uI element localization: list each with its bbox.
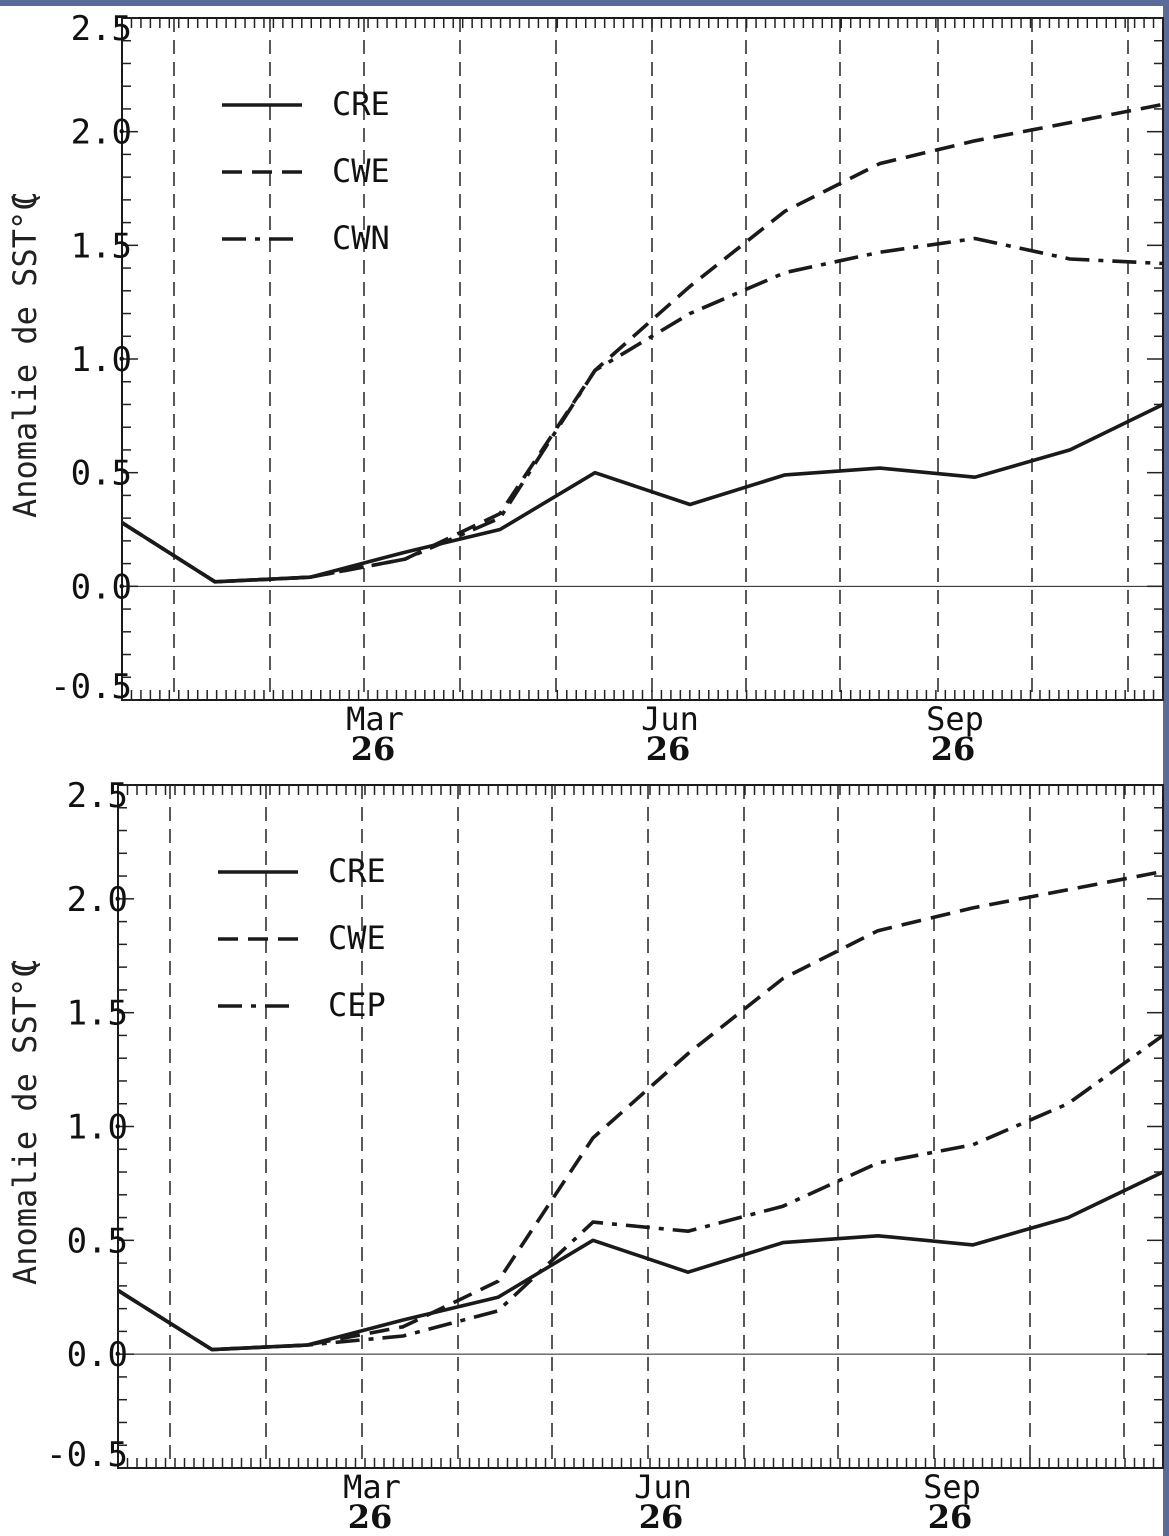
x-tick-label-month: Sep [923, 1468, 981, 1506]
series-line-cwe [117, 869, 1164, 1352]
y-axis-title: Anomalie de SST ( [6, 957, 44, 1285]
x-tick-label-month: Mar [343, 1468, 401, 1506]
x-tick-label-month: Jun [641, 700, 699, 738]
series-line-cep [117, 1033, 1165, 1352]
y-tick-label: 1.0 [67, 1108, 128, 1148]
y-tick-label: 0.5 [67, 1221, 128, 1261]
x-tick-label-month: Jun [634, 1468, 692, 1506]
chart-panel-1: 2.52.01.51.00.50.0-0.5Mar26Jun26Sep26Ano… [6, 9, 1164, 768]
series-line-cwn [121, 236, 1164, 584]
y-tick-label: 2.5 [67, 776, 128, 816]
y-tick-label: 0.0 [67, 1335, 128, 1375]
x-tick-label-year: 26 [351, 730, 396, 768]
y-tick-label: 1.0 [71, 340, 132, 380]
y-tick-label: -0.5 [50, 667, 132, 707]
y-tick-label: 2.0 [67, 880, 128, 920]
legend-label-cwn: CWN [332, 219, 390, 257]
top-border-decoration [0, 0, 1169, 6]
legend-label-cep: CEP [328, 986, 386, 1024]
chart-panel-2: 2.52.01.51.00.50.0-0.5Mar26Jun26Sep26Ano… [6, 776, 1165, 1536]
y-tick-label: -0.5 [46, 1435, 128, 1475]
series-line-cre [117, 1170, 1164, 1352]
y-tick-label: 0.0 [71, 567, 132, 607]
legend-label-cwe: CWE [328, 919, 386, 957]
series-line-cre [121, 402, 1164, 584]
legend-label-cwe: CWE [332, 152, 390, 190]
x-tick-label-year: 26 [928, 1498, 973, 1536]
series-line-cwe [121, 102, 1164, 584]
x-tick-label-year: 26 [348, 1498, 393, 1536]
legend-label-cre: CRE [328, 852, 386, 890]
y-tick-label: 0.5 [71, 454, 132, 494]
y-axis-title-unit: °C [6, 191, 44, 230]
y-tick-label: 2.5 [71, 9, 132, 49]
x-tick-label-month: Mar [346, 700, 404, 738]
plot-frame [121, 17, 1164, 701]
y-axis-title: Anomalie de SST ( [6, 190, 44, 518]
x-tick-label-year: 26 [931, 730, 976, 768]
x-tick-label-month: Sep [926, 700, 984, 738]
y-tick-label: 2.0 [71, 113, 132, 153]
x-tick-label-year: 26 [646, 730, 691, 768]
legend-label-cre: CRE [332, 85, 390, 123]
x-tick-label-year: 26 [639, 1498, 684, 1536]
y-tick-label: 1.5 [71, 226, 132, 266]
y-tick-label: 1.5 [67, 994, 128, 1034]
y-axis-title-unit: °C [6, 958, 44, 997]
plot-frame [117, 784, 1164, 1469]
right-border-decoration [1163, 0, 1169, 1536]
